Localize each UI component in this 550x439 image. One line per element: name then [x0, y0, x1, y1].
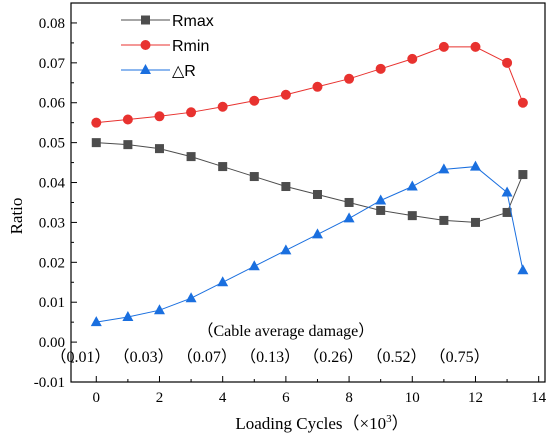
series-r	[90, 160, 529, 327]
data-point-square	[439, 215, 449, 225]
legend-item: Rmin	[121, 38, 209, 55]
x-tick-label: 12	[468, 390, 483, 406]
data-point-circle	[140, 40, 151, 50]
data-point-circle	[312, 81, 323, 92]
data-point-square	[218, 162, 228, 172]
damage-annotation-title: （Cable average damage）	[197, 322, 374, 340]
data-point-circle	[375, 63, 386, 74]
y-tick-label: 0.01	[39, 295, 65, 311]
damage-value-label: （0.03）	[114, 348, 174, 366]
series-rmin	[91, 41, 528, 128]
damage-value-label: （0.52）	[366, 348, 426, 366]
legend-label: △R	[172, 63, 196, 80]
data-point-triangle	[153, 304, 165, 315]
data-point-square	[407, 211, 417, 221]
legend-label: Rmax	[172, 13, 214, 30]
data-point-square	[154, 144, 164, 154]
data-point-triangle	[140, 64, 151, 74]
damage-value-label: （0.01）	[50, 348, 110, 366]
data-point-triangle	[469, 160, 481, 171]
data-point-circle	[438, 41, 449, 52]
data-point-circle	[470, 41, 481, 52]
damage-annotations: （Cable average damage） （0.01） （0.03） （0.07）…	[50, 322, 489, 366]
data-point-triangle	[280, 244, 292, 255]
y-tick-label: 0.05	[39, 136, 65, 152]
data-point-triangle	[517, 264, 529, 275]
damage-value-label: （0.13）	[240, 348, 300, 366]
data-point-triangle	[501, 186, 513, 197]
data-point-triangle	[375, 194, 387, 205]
y-axis-label: Ratio	[7, 198, 26, 235]
series-rmax	[91, 138, 528, 227]
data-point-circle	[154, 111, 165, 122]
y-tick-label: 0.02	[39, 255, 65, 271]
damage-value-label: （0.07）	[177, 348, 237, 366]
data-point-circle	[249, 95, 260, 106]
data-point-circle	[122, 114, 133, 125]
x-tick-label: 8	[345, 390, 353, 406]
plot-frame	[70, 2, 546, 383]
data-point-triangle	[438, 163, 450, 174]
data-point-circle	[91, 117, 102, 128]
damage-value-label: （0.26）	[303, 348, 363, 366]
data-point-triangle	[217, 276, 229, 287]
data-point-square	[502, 207, 512, 217]
data-point-square	[344, 197, 354, 207]
x-tick-label: 6	[282, 390, 290, 406]
x-tick-label: 0	[93, 390, 101, 406]
x-axis-label-end: ）	[392, 414, 409, 433]
data-point-square	[91, 138, 101, 148]
y-tick-label: 0.00	[39, 335, 65, 351]
data-point-circle	[186, 107, 197, 118]
data-point-square	[123, 140, 133, 150]
x-tick-label: 4	[219, 390, 227, 406]
data-point-triangle	[248, 260, 260, 271]
legend-label: Rmin	[172, 38, 209, 55]
series-line	[96, 142, 524, 223]
data-point-square	[141, 15, 150, 25]
data-point-square	[312, 189, 322, 199]
series-line	[96, 166, 524, 323]
data-point-triangle	[406, 180, 418, 191]
data-point-triangle	[343, 212, 355, 223]
x-tick-label: 14	[531, 390, 547, 406]
data-point-square	[281, 182, 291, 192]
damage-value-label: （0.75）	[430, 348, 490, 366]
data-point-square	[518, 170, 528, 180]
data-point-triangle	[311, 228, 323, 239]
data-point-square	[249, 172, 259, 182]
data-point-circle	[344, 73, 355, 84]
series-group	[90, 41, 529, 327]
data-point-triangle	[122, 310, 134, 321]
x-axis-label-main: Loading Cycles（×10	[235, 414, 386, 433]
data-point-circle	[407, 53, 418, 64]
x-axis-label: Loading Cycles（×103）	[235, 413, 408, 433]
data-point-triangle	[90, 316, 102, 327]
y-tick-label: 0.08	[39, 16, 65, 32]
y-tick-label: 0.04	[39, 176, 66, 192]
data-point-circle	[502, 57, 513, 68]
x-tick-label: 10	[405, 390, 420, 406]
x-tick-label: 2	[156, 390, 164, 406]
data-point-circle	[280, 89, 291, 100]
legend: Rmax Rmin △R	[121, 13, 214, 80]
legend-item: Rmax	[121, 13, 214, 30]
y-tick-label: -0.01	[34, 375, 65, 391]
data-point-square	[470, 217, 480, 227]
data-point-triangle	[185, 292, 197, 303]
legend-item: △R	[121, 63, 196, 80]
axes: -0.01 0.00 0.01 0.02 0.03 0.04 0.05 0.06 0.07 0.0…	[34, 2, 547, 406]
x-axis-label-superscript: 3	[386, 413, 392, 425]
y-tick-label: 0.07	[39, 56, 66, 72]
data-point-square	[186, 152, 196, 162]
y-tick-label: 0.06	[39, 96, 66, 112]
data-point-circle	[517, 97, 528, 108]
series-line	[96, 46, 524, 124]
data-point-square	[376, 205, 386, 215]
y-tick-label: 0.03	[39, 215, 65, 231]
data-point-circle	[217, 101, 228, 112]
